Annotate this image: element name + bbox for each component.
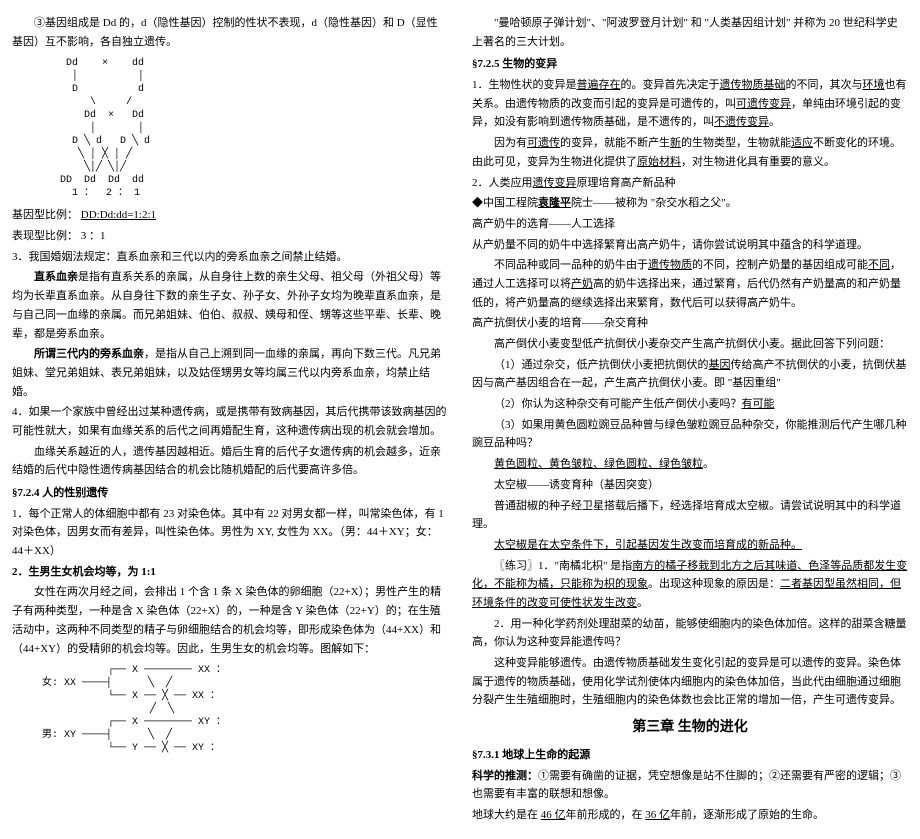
- right-column: "曼哈顿原子弹计划"、"阿波罗登月计划" 和 "人类基因组计划" 并称为 20 …: [472, 12, 908, 827]
- p724-1: 1．每个正常人的体细胞中都有 23 对染色体。其中有 22 对男女都一样，叫常染…: [12, 505, 448, 561]
- yuan-longping: ◆中国工程院袁隆平院士——被称为 "杂交水稻之父"。: [472, 194, 908, 213]
- section-724: §7.2.4 人的性别遗传: [12, 484, 448, 503]
- p731-2: 地球大约是在 46 亿年前形成的，在 36 亿年前，逐渐形成了原始的生命。: [472, 806, 908, 825]
- wheat-1: 高产抗倒伏小麦的培育——杂交育种: [472, 314, 908, 333]
- wheat-q1: （1）通过杂交，低产抗倒伏小麦把抗倒伏的基因传给高产不抗倒伏的小麦，抗倒伏基因与…: [472, 356, 908, 393]
- section-725: §7.2.5 生物的变异: [472, 55, 908, 74]
- exercise-2-ans: 这种变异能够遗传。由遗传物质基础发生变化引起的变异是可以遗传的变异。染色体属于遗…: [472, 654, 908, 710]
- ratio2-label: 表现型比例：: [12, 230, 78, 242]
- para-blood: 血缘关系越近的人，遗传基因越相近。婚后生育的后代子女遗传病的机会越多，近亲结婚的…: [12, 443, 448, 480]
- chapter-3-title: 第三章 生物的进化: [472, 716, 908, 740]
- space-3: 太空椒是在太空条件下，引起基因发生改变而培育成的新品种。: [472, 536, 908, 555]
- wheat-2: 高产倒伏小麦变型低产抗倒伏小麦杂交产生高产抗倒伏小麦。据此回答下列问题：: [472, 335, 908, 354]
- two-column-layout: ③基因组成是 Dd 的，d（隐性基因）控制的性状不表现，d（隐性基因）和 D（显…: [12, 12, 908, 827]
- p731-1: 科学的推测：①需要有确凿的证据，凭空想像是站不住脚的；②还需要有严密的逻辑；③也…: [472, 767, 908, 804]
- p724-2-label: 2．生男生女机会均等，为 1:1: [12, 563, 448, 582]
- left-column: ③基因组成是 Dd 的，d（隐性基因）控制的性状不表现，d（隐性基因）和 D（显…: [12, 12, 448, 827]
- cow-2: 从产奶量不同的奶牛中选择繁育出高产奶牛，请你尝试说明其中蕴含的科学道理。: [472, 236, 908, 255]
- direct-kinship: 直系血亲是指有直系关系的亲属，从自身往上数的亲生父母、祖父母（外祖父母）等均为长…: [12, 268, 448, 343]
- ratio1-label: 基因型比例：: [12, 209, 78, 221]
- p725-1: 1．生物性状的变异是普遍存在的。变异首先决定于遗传物质基础的不同，其次与环境也有…: [472, 76, 908, 132]
- side-kinship-label: 所谓三代内的旁系血亲: [34, 348, 144, 360]
- wheat-q2: （2）你认为这种杂交有可能产生低产倒伏小麦吗？有可能: [472, 395, 908, 414]
- ratio-line-1: 基因型比例： DD:Dd:dd=1:2:1: [12, 206, 448, 225]
- space-1: 太空椒——诱变育种（基因突变）: [472, 476, 908, 495]
- marriage-law: 3．我国婚姻法规定：直系血亲和三代以内的旁系血亲之间禁止结婚。: [12, 248, 448, 267]
- side-kinship: 所谓三代内的旁系血亲，是指从自己上溯到同一血缘的亲属，再向下数三代。凡兄弟姐妹、…: [12, 345, 448, 401]
- sex-diagram: ┌── X ──────── XX ： 女: XX ────┤ ╲ ╱ └── …: [42, 664, 448, 755]
- cow-1: 高产奶牛的选育——人工选择: [472, 215, 908, 234]
- space-2: 普通甜椒的种子经卫星搭载后播下，经选择培育成太空椒。请尝试说明其中的科学道理。: [472, 497, 908, 534]
- p725-2: 2．人类应用遗传变异原理培育高产新品种: [472, 174, 908, 193]
- ratio1-value: DD:Dd:dd=1:2:1: [81, 209, 156, 221]
- cross-diagram-1: Dd × dd │ │ D d \ / Dd × Dd │ │ D ╲ d D …: [42, 57, 448, 200]
- section-731: §7.3.1 地球上生命的起源: [472, 746, 908, 765]
- para-3: ③基因组成是 Dd 的，d（隐性基因）控制的性状不表现，d（隐性基因）和 D（显…: [12, 14, 448, 51]
- cow-3: 不同品种或同一品种的奶牛由于遗传物质的不同，控制产奶量的基因组成可能不同，通过人…: [472, 256, 908, 312]
- direct-kinship-label: 直系血亲: [34, 271, 78, 283]
- exercise-1: 〖练习〗1．"南橘北枳" 是指南方的橘子移栽到北方之后其味道、色泽等品质都发生变…: [472, 557, 908, 613]
- wheat-a3: 黄色圆粒、黄色皱粒、绿色圆粒、绿色皱粒。: [472, 455, 908, 474]
- three-plans: "曼哈顿原子弹计划"、"阿波罗登月计划" 和 "人类基因组计划" 并称为 20 …: [472, 14, 908, 51]
- para-4: 4．如果一个家族中曾经出过某种遗传病，或是携带有致病基因，其后代携带该致病基因的…: [12, 403, 448, 440]
- ratio-line-2: 表现型比例： 3 ：1: [12, 227, 448, 246]
- p724-2-body: 女性在两次月经之间，会排出 1 个含 1 条 X 染色体的卵细胞（22+X）；男…: [12, 583, 448, 658]
- exercise-2: 2．用一种化学药剂处理甜菜的幼苗，能够使细胞内的染色体加倍。这样的甜菜含糖量高，…: [472, 615, 908, 652]
- p725-1x: 因为有可遗传的变异，就能不断产生新的生物类型，生物就能适应不断变化的环境。由此可…: [472, 134, 908, 171]
- ratio2-value: 3 ：1: [81, 230, 106, 242]
- wheat-q3: （3）如果用黄色圆粒豌豆品种曾与绿色皱粒豌豆品种杂交，你能推测后代产生哪几种豌豆…: [472, 416, 908, 453]
